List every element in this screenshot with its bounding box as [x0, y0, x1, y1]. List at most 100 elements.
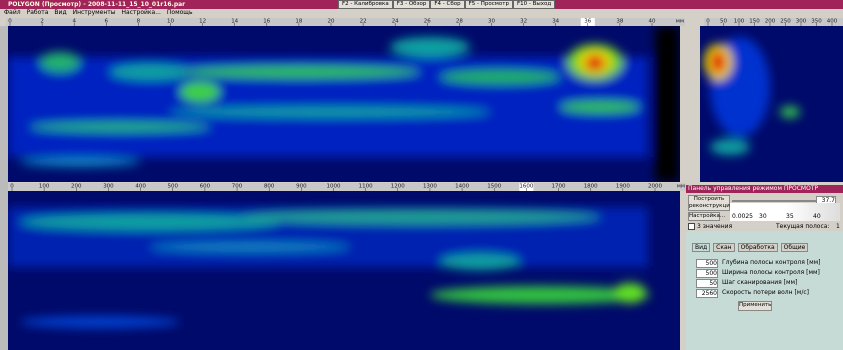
apply-button[interactable]: Применить	[738, 301, 772, 311]
scale-label: 35	[786, 213, 794, 220]
menu-item[interactable]: Помощь	[167, 9, 193, 17]
ruler-label: 36	[584, 19, 591, 25]
ruler-label: 40	[649, 19, 656, 25]
ruler-label: 38	[616, 19, 623, 25]
ruler-label: 1500	[487, 184, 501, 190]
ruler-label: 30	[488, 19, 495, 25]
build-button[interactable]: Построить реконструкцию	[688, 195, 730, 211]
panel-title: Панель управления режимом ПРОСМОТР	[686, 185, 843, 193]
field-row: 50 Шаг сканирования [мм]	[696, 279, 797, 288]
scale-label: 30	[759, 213, 767, 220]
ruler-label: 4	[72, 19, 76, 25]
menu-item[interactable]: Настройка...	[122, 9, 161, 17]
menu-item[interactable]: Файл	[4, 9, 21, 17]
checkbox-row[interactable]: 3 значения	[688, 223, 732, 230]
function-key[interactable]: F4 - Сбор	[430, 0, 464, 9]
ruler-label: 100	[734, 19, 745, 25]
ruler-label: 32	[520, 19, 527, 25]
ruler-label: 2	[40, 19, 44, 25]
ruler-label: 2000	[648, 184, 662, 190]
field-row: 500 Ширина полосы контроля [мм]	[696, 269, 820, 278]
field-label: Ширина полосы контроля [мм]	[722, 269, 820, 278]
function-key[interactable]: F2 - Калибровка	[338, 0, 393, 9]
function-key[interactable]: F10 - Выход	[513, 0, 555, 9]
field-value[interactable]: 50	[696, 279, 718, 288]
ruler-label: 0	[8, 19, 12, 25]
ruler-label: 1200	[391, 184, 405, 190]
ruler-label: 16	[263, 19, 270, 25]
ruler-label: 1100	[359, 184, 373, 190]
ruler-label: 0	[10, 184, 14, 190]
control-panel: Панель управления режимом ПРОСМОТР Постр…	[686, 185, 843, 350]
field-row: 2560 Скорость потери волн [м/с]	[696, 289, 809, 298]
title-bar: POLYGON (Просмотр) - 2008-11-11_15_10_01…	[0, 0, 843, 9]
ruler-label: 400	[827, 19, 838, 25]
current-strip: 1	[836, 223, 840, 230]
tab[interactable]: Обработка	[738, 243, 778, 252]
tab[interactable]: Общие	[781, 243, 809, 252]
function-key[interactable]: F5 - Просмотр	[465, 0, 513, 9]
ruler-label: 28	[456, 19, 463, 25]
scale: 0.0025 30 35 40	[730, 203, 840, 221]
left-ruler	[0, 26, 8, 350]
ruler-unit: мм	[676, 19, 684, 25]
ruler-label: 600	[200, 184, 211, 190]
ruler-label: 300	[796, 19, 807, 25]
ruler-label: 10	[167, 19, 174, 25]
current-strip-label: Текущая полоса:	[776, 223, 829, 230]
ruler-label: 150	[749, 19, 760, 25]
ruler-label: 22	[360, 19, 367, 25]
ruler-label: 250	[780, 19, 791, 25]
field-row: 500 Глубина полосы контроля [мм]	[696, 259, 820, 268]
ruler-label: 6	[105, 19, 109, 25]
ruler-label: 1400	[455, 184, 469, 190]
menu-item[interactable]: Инструменты	[73, 9, 116, 17]
ruler-label: 300	[103, 184, 114, 190]
ruler-label: 26	[424, 19, 431, 25]
field-label: Глубина полосы контроля [мм]	[722, 259, 820, 268]
ruler-label: 1000	[327, 184, 341, 190]
ruler-label: 200	[765, 19, 776, 25]
field-value[interactable]: 500	[696, 269, 718, 278]
ruler-label: 0	[706, 19, 710, 25]
scale-label: 40	[813, 213, 821, 220]
ruler-label: 350	[811, 19, 822, 25]
ruler-label: 100	[39, 184, 50, 190]
ruler-label: 1300	[423, 184, 437, 190]
ruler-label: 14	[231, 19, 238, 25]
field-label: Скорость потери волн [м/с]	[722, 289, 809, 298]
function-key[interactable]: F3 - Обзор	[393, 0, 431, 9]
ruler-label: 700	[232, 184, 243, 190]
scale-label: 0.0025	[732, 213, 753, 220]
ruler-label: 500	[168, 184, 179, 190]
menu-bar: Файл Работа Вид Инструменты Настройка... Помо…	[4, 9, 193, 17]
ruler-label: 50	[720, 19, 727, 25]
ruler-unit: мм	[677, 184, 685, 190]
settings-button[interactable]: Настройка...	[688, 212, 720, 221]
ruler-label: 800	[264, 184, 275, 190]
ruler-label: 900	[296, 184, 307, 190]
ruler-label: 200	[71, 184, 82, 190]
field-value[interactable]: 500	[696, 259, 718, 268]
menu-item[interactable]: Вид	[54, 9, 66, 17]
ruler-label: 1700	[552, 184, 566, 190]
checkbox-label: 3 значения	[697, 223, 732, 230]
ruler-label: 18	[295, 19, 302, 25]
tab[interactable]: Скан	[713, 243, 734, 252]
ruler-label: 34	[552, 19, 559, 25]
screen: POLYGON (Просмотр) - 2008-11-11_15_10_01…	[0, 0, 843, 350]
window-title: POLYGON (Просмотр) - 2008-11-11_15_10_01…	[8, 1, 185, 8]
field-label: Шаг сканирования [мм]	[722, 279, 797, 288]
ruler-label: 8	[137, 19, 141, 25]
ruler-label: 24	[392, 19, 399, 25]
menu-item[interactable]: Работа	[27, 9, 49, 17]
field-value[interactable]: 2560	[696, 289, 718, 298]
ruler-label: 20	[328, 19, 335, 25]
ruler-label: 1800	[584, 184, 598, 190]
tab[interactable]: Вид	[692, 243, 710, 252]
ruler-label: 400	[135, 184, 146, 190]
ruler-label: 12	[199, 19, 206, 25]
ruler-label: 1900	[616, 184, 630, 190]
